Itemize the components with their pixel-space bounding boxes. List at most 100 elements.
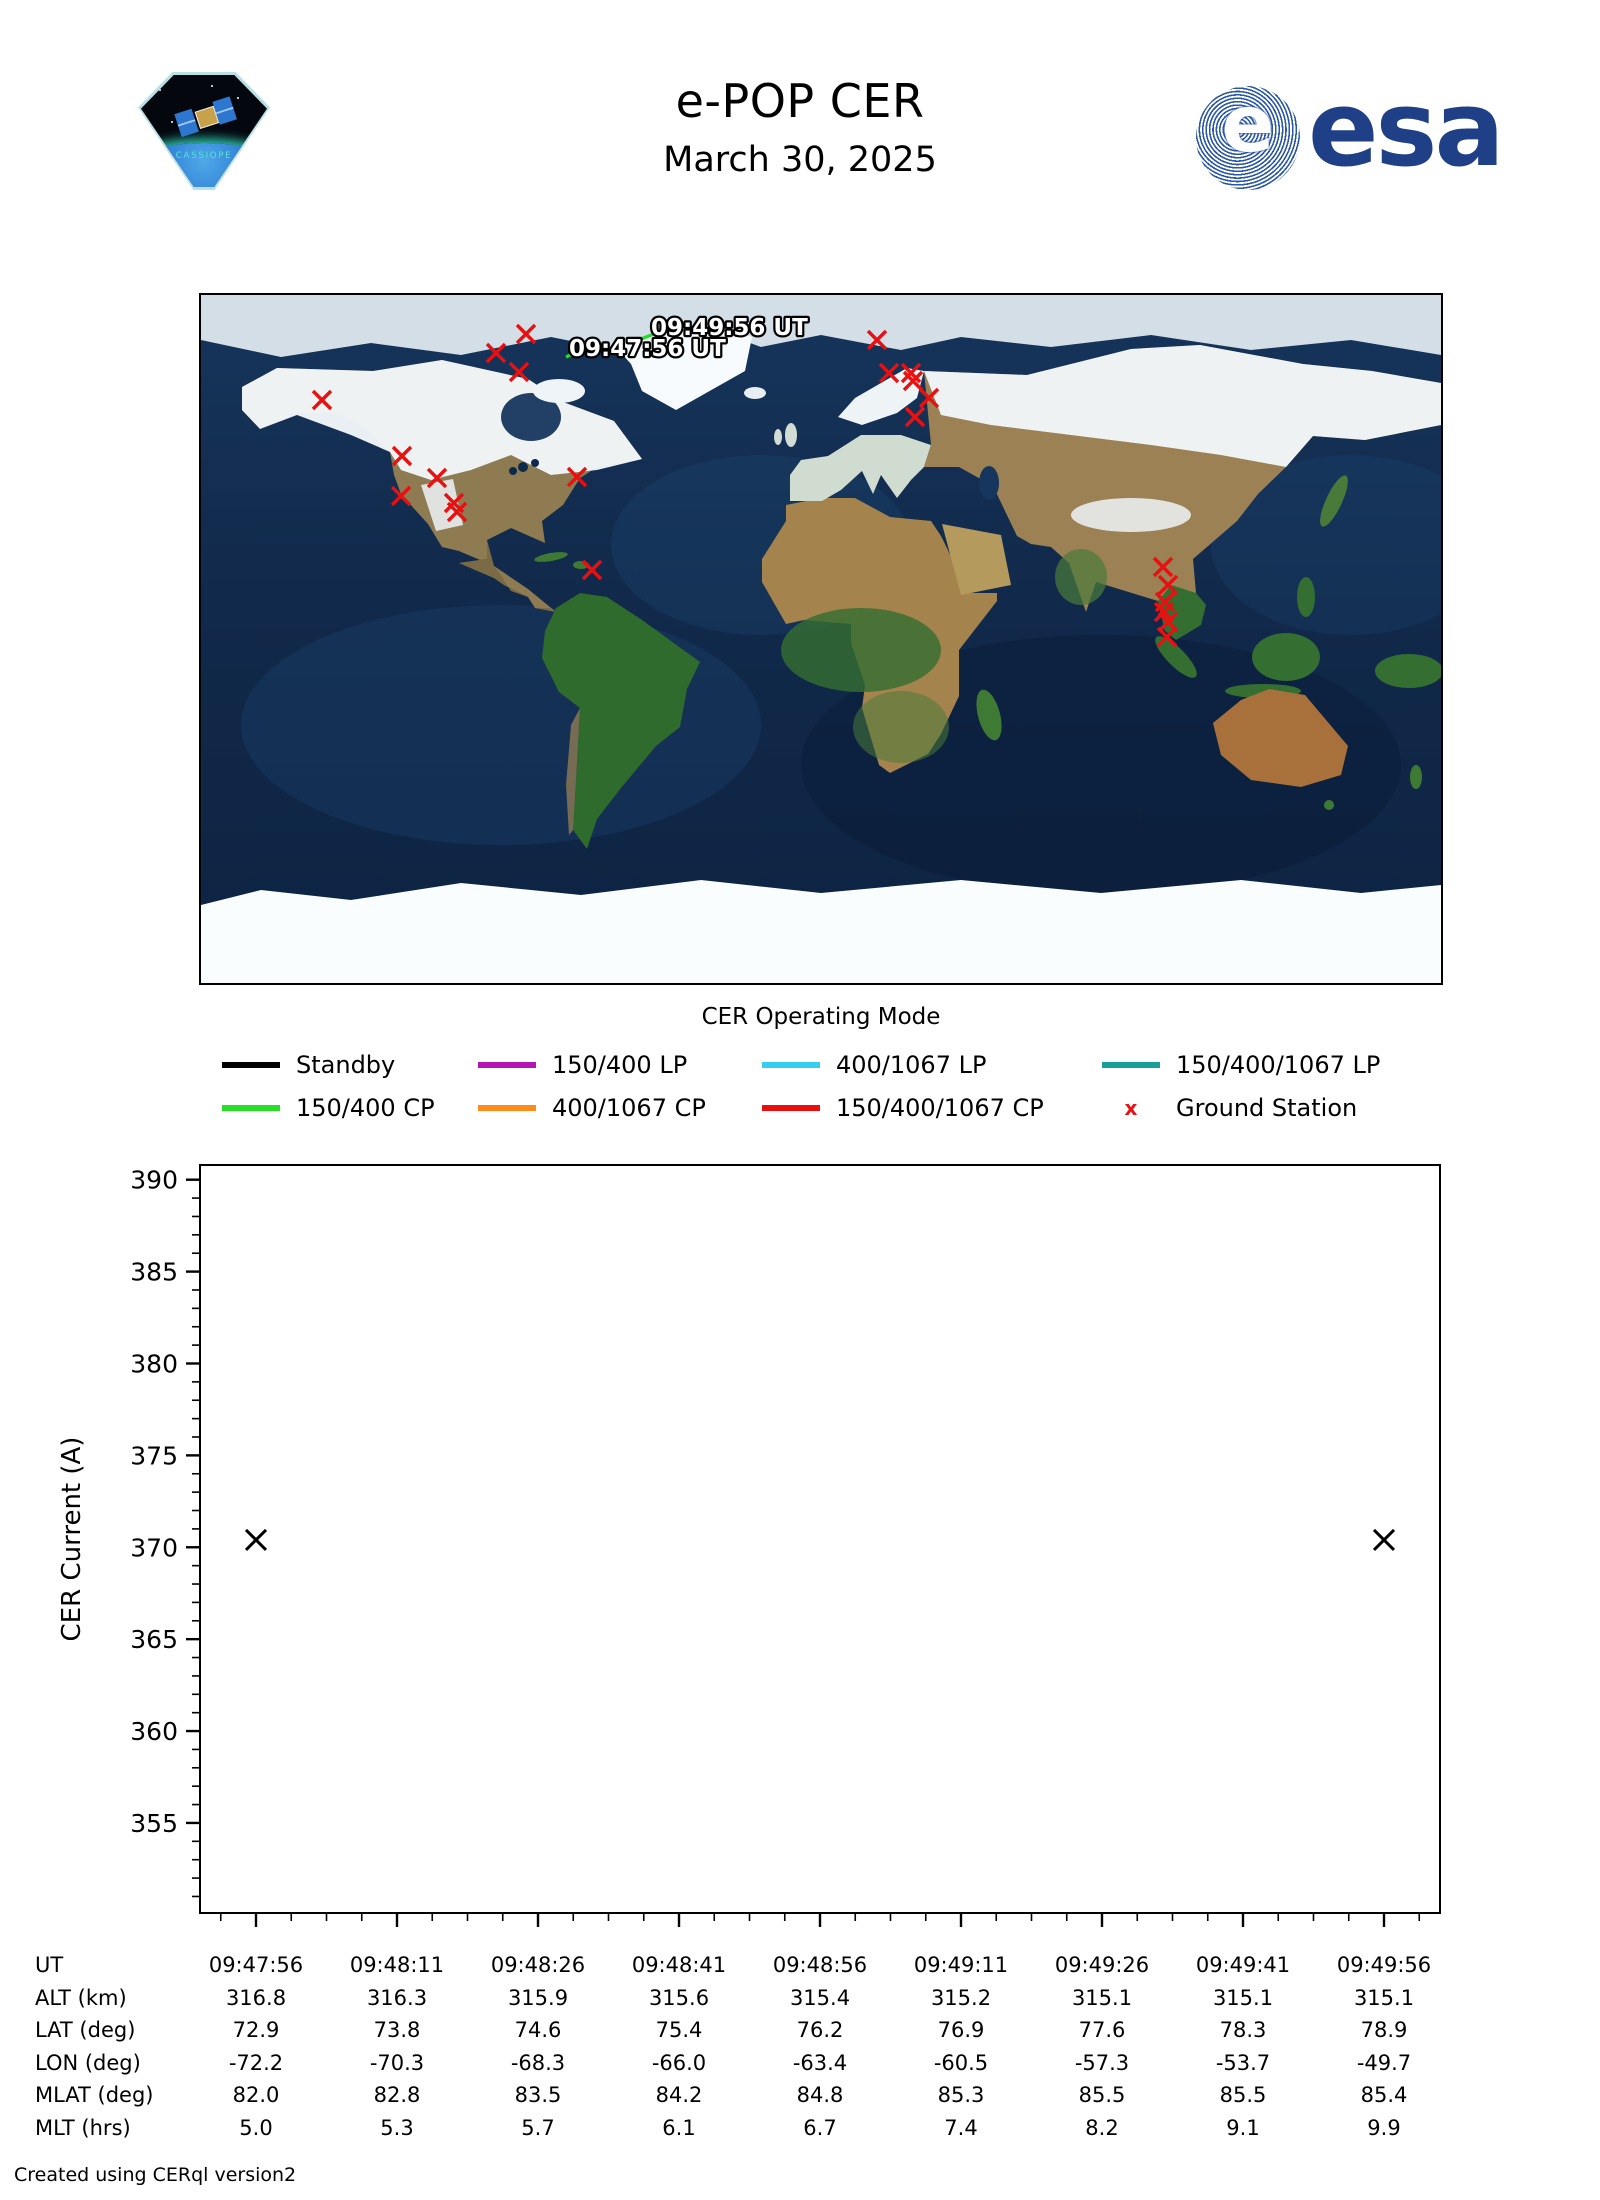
legend-line-swatch bbox=[762, 1104, 820, 1111]
table-cell: 315.1 bbox=[1212, 1985, 1274, 2010]
cer-current-chart: 0.355 0.360 0.365 0.370 0.375 0.380 0.385 0.390 bbox=[130, 1164, 1441, 1927]
star-dot bbox=[211, 85, 213, 87]
ground-stations bbox=[311, 323, 1179, 648]
table-cell: 72.9 bbox=[232, 2018, 280, 2042]
table-row-label: UT bbox=[35, 1953, 64, 1977]
table-cell: 09:47:56 bbox=[208, 1953, 304, 1977]
india-green bbox=[1055, 549, 1107, 605]
ground-station-marker bbox=[581, 559, 603, 581]
cuba bbox=[534, 552, 568, 562]
y-tick-label: 0.380 bbox=[130, 1349, 178, 1378]
table-cell: 316.3 bbox=[366, 1985, 428, 2010]
orbit-track bbox=[565, 328, 665, 359]
esa-e-glyph: e bbox=[1221, 86, 1275, 170]
esa-logo: e esa bbox=[1196, 68, 1576, 200]
south-america bbox=[542, 593, 700, 849]
table-cell: -53.7 bbox=[1215, 2050, 1271, 2075]
legend-label: 400/1067 LP bbox=[836, 1050, 987, 1079]
table-cell: 78.3 bbox=[1219, 2018, 1267, 2042]
ground-station-marker bbox=[508, 361, 530, 383]
table-cell: 316.8 bbox=[225, 1985, 287, 2010]
legend-item: 150/400 CP bbox=[222, 1094, 478, 1122]
table-cell: 85.3 bbox=[937, 2083, 985, 2107]
ground-station-marker bbox=[918, 387, 940, 409]
legend-label: 150/400/1067 LP bbox=[1176, 1050, 1381, 1079]
ground-station-marker bbox=[1157, 574, 1179, 596]
legend-item: 150/400/1067 CP bbox=[762, 1094, 1102, 1122]
data-point-marker bbox=[244, 1528, 268, 1551]
ground-station-marker bbox=[446, 501, 468, 523]
table-cell: 315.9 bbox=[507, 1985, 569, 2010]
table-cell: -70.3 bbox=[369, 2050, 425, 2075]
table-cell: -49.7 bbox=[1356, 2050, 1412, 2075]
table-cell: 75.4 bbox=[655, 2018, 703, 2042]
table-cell: 78.9 bbox=[1360, 2018, 1408, 2042]
madagascar bbox=[976, 689, 1002, 741]
andes bbox=[566, 708, 580, 835]
ground-station-marker bbox=[566, 466, 588, 488]
table-row-label: MLT (hrs) bbox=[35, 2115, 131, 2140]
ground-station-marker bbox=[485, 342, 507, 364]
y-tick-label: 0.360 bbox=[130, 1717, 178, 1746]
table-cell: 6.1 bbox=[662, 2115, 696, 2140]
table-cell: 09:49:56 bbox=[1336, 1953, 1432, 1977]
japan bbox=[1320, 475, 1348, 527]
great-lakes bbox=[531, 459, 539, 467]
map-caption: CER Operating Mode bbox=[701, 1004, 941, 1030]
y-tick-label: 0.365 bbox=[130, 1625, 178, 1654]
legend: Standby 150/400 LP 400/1067 LP 150/400/1067… bbox=[222, 1050, 1482, 1136]
antarctica bbox=[201, 880, 1441, 983]
legend-line-swatch bbox=[1102, 1061, 1160, 1068]
table-cell: 6.7 bbox=[803, 2115, 837, 2140]
legend-label: Standby bbox=[296, 1050, 396, 1079]
legend-line-swatch bbox=[222, 1061, 280, 1068]
table-row-label: LAT (deg) bbox=[35, 2018, 136, 2042]
y-tick-label: 0.355 bbox=[130, 1809, 178, 1838]
page-date: March 30, 2025 bbox=[663, 140, 937, 180]
orbit-timestamp-label: 09:47:56 UT bbox=[569, 336, 726, 362]
legend-label: 150/400 LP bbox=[552, 1050, 688, 1079]
table-cell: 76.2 bbox=[796, 2018, 844, 2042]
table-row-label: LON (deg) bbox=[35, 2050, 141, 2075]
hudson-bay bbox=[501, 393, 561, 441]
new-guinea bbox=[1375, 654, 1441, 688]
ground-station-marker bbox=[866, 329, 888, 351]
legend-label: 400/1067 CP bbox=[552, 1093, 706, 1122]
table-cell: 7.4 bbox=[944, 2115, 978, 2140]
legend-item: x Ground Station bbox=[1102, 1094, 1402, 1122]
orbit-timestamp-label: 09:49:56 UT bbox=[651, 315, 808, 341]
ground-station-marker bbox=[426, 467, 448, 489]
borneo bbox=[1252, 633, 1320, 681]
table-cell: 09:48:11 bbox=[349, 1953, 445, 1977]
table-row-label: MLAT (deg) bbox=[35, 2083, 154, 2107]
ground-station-marker bbox=[902, 370, 924, 392]
legend-line-swatch bbox=[478, 1104, 536, 1111]
y-tick-label: 0.370 bbox=[130, 1533, 178, 1562]
table-cell: -68.3 bbox=[510, 2050, 566, 2075]
table-cell: 76.9 bbox=[937, 2018, 985, 2042]
orbit-track-segment bbox=[565, 348, 582, 359]
ocean-shade bbox=[241, 605, 761, 845]
britain bbox=[785, 423, 797, 447]
great-lakes bbox=[509, 467, 517, 475]
africa-southern-green bbox=[853, 691, 949, 763]
ocean-shade bbox=[1211, 455, 1441, 635]
table-cell: 315.6 bbox=[648, 1985, 710, 2010]
legend-item: Standby bbox=[222, 1051, 478, 1079]
legend-item: 150/400/1067 LP bbox=[1102, 1051, 1402, 1079]
legend-row: 150/400 CP 400/1067 CP 150/400/1067 CP x Gro… bbox=[222, 1093, 1482, 1122]
legend-line-swatch bbox=[762, 1061, 820, 1068]
legend-item: 400/1067 LP bbox=[762, 1051, 1102, 1079]
table-cell: 09:48:26 bbox=[490, 1953, 586, 1977]
new-zealand bbox=[1410, 765, 1422, 789]
snow-himalaya bbox=[1071, 498, 1191, 532]
data-point-marker bbox=[1372, 1528, 1396, 1551]
table-cell: -63.4 bbox=[792, 2050, 848, 2075]
ireland bbox=[774, 429, 782, 445]
legend-line-swatch bbox=[478, 1061, 536, 1068]
star-dot bbox=[171, 121, 173, 123]
star-dot bbox=[237, 97, 239, 99]
table-cell: 9.1 bbox=[1226, 2115, 1260, 2140]
plot-frame bbox=[199, 1164, 1441, 1914]
